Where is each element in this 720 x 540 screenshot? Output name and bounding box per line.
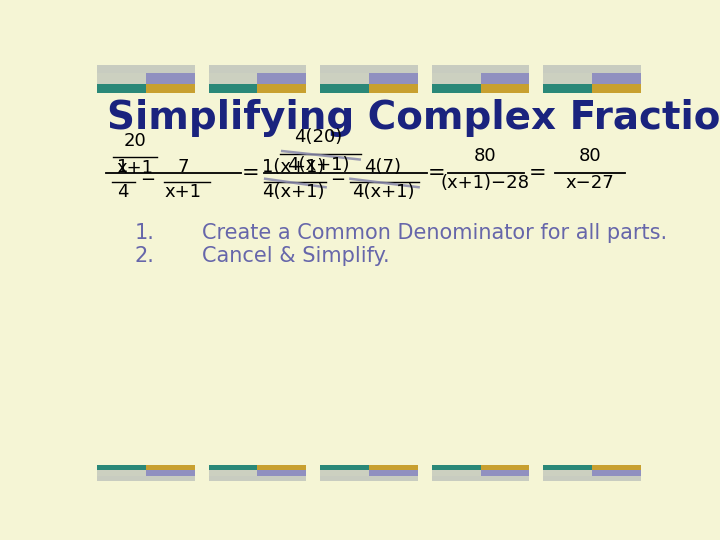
Text: 1(x+1): 1(x+1) [262,158,324,176]
Bar [544,72,593,84]
Text: Simplifying Complex Fractions: Simplifying Complex Fractions [107,99,720,137]
Text: 4(20): 4(20) [294,129,343,146]
Bar [369,84,418,92]
Bar [432,476,529,481]
Text: =: = [428,163,445,183]
Bar [544,65,641,72]
Bar [481,72,529,84]
Bar [593,72,641,84]
Bar [320,65,418,72]
Bar [593,470,641,476]
Bar [369,470,418,476]
Bar [481,84,529,92]
Bar [209,72,258,84]
Text: (x+1)−28: (x+1)−28 [441,174,530,192]
Bar [432,72,481,84]
Text: Cancel & Simplify.: Cancel & Simplify. [202,246,390,266]
Bar [320,72,369,84]
Bar [145,72,194,84]
Text: x+1: x+1 [164,184,202,201]
Text: 2.: 2. [135,246,155,266]
Bar [145,84,194,92]
Text: 7: 7 [177,158,189,176]
Bar [320,465,369,470]
Text: −: − [140,171,156,190]
Text: x−27: x−27 [565,174,614,192]
Text: 4(7): 4(7) [364,158,402,176]
Bar [544,470,593,476]
Bar [258,465,306,470]
Text: Create a Common Denominator for all parts.: Create a Common Denominator for all part… [202,222,667,242]
Bar [97,465,145,470]
Bar [209,84,258,92]
Bar [432,65,529,72]
Bar [544,465,593,470]
Bar [544,476,641,481]
Bar [209,465,258,470]
Text: 1.: 1. [135,222,155,242]
Bar [145,465,194,470]
Bar [593,84,641,92]
Text: 80: 80 [579,147,601,165]
Bar [97,65,194,72]
Bar [258,470,306,476]
Bar [97,470,145,476]
Bar [97,72,145,84]
Bar [369,465,418,470]
Text: 4(x+1): 4(x+1) [351,184,414,201]
Bar [369,72,418,84]
Bar [258,84,306,92]
Text: 20: 20 [124,132,146,150]
Text: x+1: x+1 [117,159,153,177]
Bar [593,465,641,470]
Bar [209,476,306,481]
Bar [432,84,481,92]
Text: −: − [330,171,346,190]
Text: 1: 1 [117,158,128,176]
Bar [145,470,194,476]
Bar [544,84,593,92]
Bar [481,470,529,476]
Text: =: = [242,163,259,183]
Bar [97,84,145,92]
Text: 80: 80 [474,147,497,165]
Bar [432,465,481,470]
Text: =: = [529,163,546,183]
Bar [320,470,369,476]
Text: 4: 4 [117,184,128,201]
Text: 4(x+1): 4(x+1) [287,156,350,174]
Bar [320,84,369,92]
Bar [432,470,481,476]
Bar [209,65,306,72]
Bar [481,465,529,470]
Text: 4(x+1): 4(x+1) [262,184,324,201]
Bar [209,470,258,476]
Bar [258,72,306,84]
Bar [320,476,418,481]
Bar [97,476,194,481]
